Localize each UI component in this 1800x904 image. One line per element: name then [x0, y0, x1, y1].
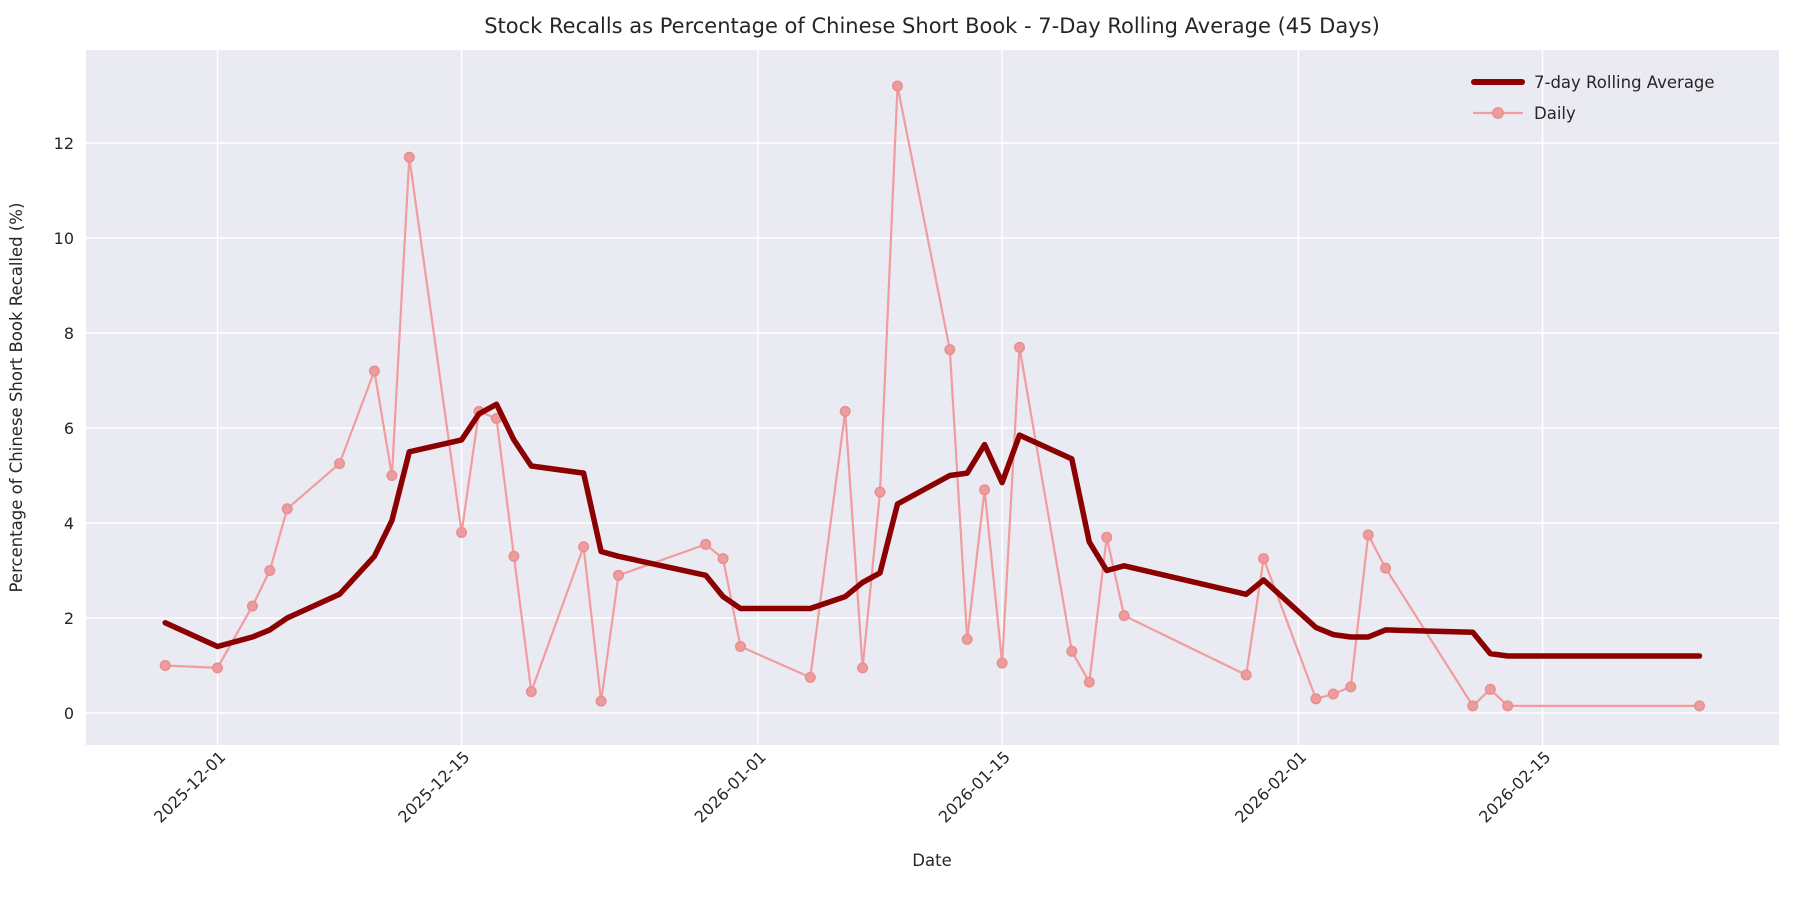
daily-marker [508, 550, 520, 562]
daily-marker [839, 405, 851, 417]
daily-marker [979, 484, 991, 496]
daily-marker [1362, 529, 1374, 541]
daily-marker [1240, 669, 1252, 681]
daily-marker [1066, 645, 1078, 657]
daily-marker [211, 662, 223, 674]
daily-marker [525, 686, 537, 698]
daily-marker [403, 151, 415, 163]
daily-marker [1014, 341, 1026, 353]
daily-marker [368, 365, 380, 377]
daily-marker [159, 660, 171, 672]
x-tick-label: 2026-01-01 [691, 747, 770, 826]
daily-marker [578, 541, 590, 553]
daily-marker [334, 458, 346, 470]
x-tick-label: 2026-02-01 [1231, 747, 1310, 826]
daily-marker [1484, 683, 1496, 695]
daily-marker [264, 565, 276, 577]
legend-daily-marker-sample [1492, 107, 1504, 119]
x-tick-label: 2026-02-15 [1475, 747, 1554, 826]
daily-marker [735, 641, 747, 653]
legend: 7-day Rolling Average Daily [1471, 73, 1715, 123]
y-axis-label: Percentage of Chinese Short Book Recalle… [7, 203, 26, 593]
daily-marker [456, 527, 468, 539]
axes-area [86, 50, 1779, 745]
x-axis-label: Date [912, 851, 951, 870]
daily-marker [857, 662, 869, 674]
daily-marker [874, 486, 886, 498]
plot-background [86, 50, 1779, 745]
daily-marker [281, 503, 293, 515]
daily-marker [1310, 693, 1322, 705]
daily-marker [1380, 562, 1392, 574]
daily-marker [1467, 700, 1479, 712]
chart-title: Stock Recalls as Percentage of Chinese S… [484, 14, 1380, 38]
legend-label: 7-day Rolling Average [1534, 73, 1715, 92]
daily-marker [961, 633, 973, 645]
daily-marker [595, 695, 607, 707]
x-tick-label: 2026-01-15 [935, 747, 1014, 826]
y-tick-label: 4 [64, 514, 74, 533]
daily-marker [1083, 676, 1095, 688]
legend-label: Daily [1534, 104, 1576, 123]
x-tick-label: 2025-12-01 [150, 747, 229, 826]
daily-marker [944, 344, 956, 356]
daily-marker [386, 470, 398, 482]
daily-marker [1118, 610, 1130, 622]
daily-marker [246, 600, 258, 612]
y-tick-label: 12 [54, 134, 74, 153]
daily-marker [996, 657, 1008, 669]
daily-marker [717, 553, 729, 565]
rolling-average-line [162, 401, 1703, 659]
daily-marker [1101, 531, 1113, 543]
daily-marker [804, 671, 816, 683]
y-tick-label: 8 [64, 324, 74, 343]
daily-marker [1693, 700, 1705, 712]
y-tick-label: 10 [54, 229, 74, 248]
y-tick-label: 6 [64, 419, 74, 438]
y-tick-label: 2 [64, 609, 74, 628]
legend-rolling-average: 7-day Rolling Average [1471, 73, 1715, 92]
daily-marker [700, 538, 712, 550]
legend-daily: Daily [1472, 104, 1576, 123]
daily-marker [1345, 681, 1357, 693]
data-series [159, 80, 1705, 712]
x-tick-label: 2025-12-15 [394, 747, 473, 826]
y-tick-label: 0 [64, 704, 74, 723]
daily-marker [1327, 688, 1339, 700]
daily-marker [1502, 700, 1514, 712]
daily-marker [892, 80, 904, 92]
daily-marker [613, 569, 625, 581]
daily-marker [1258, 553, 1270, 565]
gridlines [86, 50, 1779, 745]
